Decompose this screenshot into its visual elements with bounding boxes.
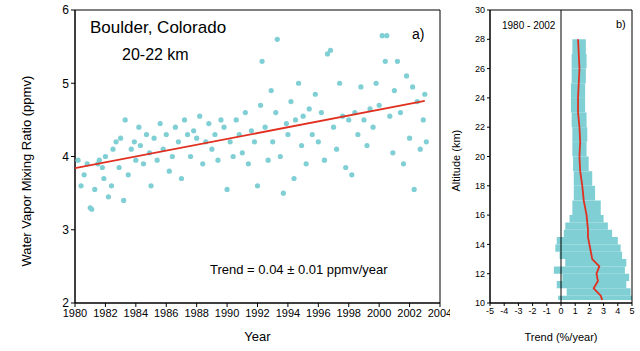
- html-text:b): b): [616, 18, 626, 30]
- svg-text:2004: 2004: [428, 307, 450, 319]
- svg-text:Trend (%/year): Trend (%/year): [525, 331, 598, 343]
- svg-text:16: 16: [475, 210, 485, 220]
- svg-text:1990: 1990: [215, 307, 239, 319]
- svg-text:3: 3: [62, 223, 69, 237]
- svg-text:2000: 2000: [367, 307, 391, 319]
- svg-text:-3: -3: [514, 306, 522, 316]
- svg-text:4: 4: [62, 150, 69, 164]
- svg-text:-2: -2: [529, 306, 537, 316]
- svg-text:1992: 1992: [245, 307, 269, 319]
- svg-text:5: 5: [62, 77, 69, 91]
- svg-text:26: 26: [475, 64, 485, 74]
- svg-text:3: 3: [601, 306, 606, 316]
- svg-text:28: 28: [475, 34, 485, 44]
- svg-text:1: 1: [573, 306, 578, 316]
- html-text:Trend = 0.04 ± 0.01 ppmv/year: Trend = 0.04 ± 0.01 ppmv/year: [210, 262, 388, 277]
- svg-text:1988: 1988: [184, 307, 208, 319]
- html-text:a): a): [412, 26, 425, 42]
- svg-text:Altitude (km): Altitude (km): [450, 130, 462, 192]
- svg-text:18: 18: [475, 181, 485, 191]
- svg-text:1980: 1980: [62, 306, 88, 319]
- svg-text:-1: -1: [543, 306, 551, 316]
- svg-text:-4: -4: [500, 306, 508, 316]
- html-text:20-22 km: 20-22 km: [122, 46, 189, 63]
- svg-text:5: 5: [629, 306, 632, 316]
- svg-text:2: 2: [62, 296, 69, 310]
- svg-text:1996: 1996: [306, 307, 330, 319]
- svg-text:-5: -5: [486, 306, 494, 316]
- svg-text:22: 22: [475, 122, 485, 132]
- svg-text:1998: 1998: [337, 307, 361, 319]
- svg-text:1994: 1994: [276, 307, 300, 319]
- svg-text:24: 24: [475, 93, 485, 103]
- svg-text:0: 0: [558, 306, 563, 316]
- svg-text:Year: Year: [244, 329, 271, 344]
- svg-text:4: 4: [615, 306, 620, 316]
- svg-text:Water Vapor Mixing Ratio (ppmv: Water Vapor Mixing Ratio (ppmv): [19, 76, 34, 267]
- svg-text:1982: 1982: [93, 307, 117, 319]
- svg-text:20: 20: [475, 152, 485, 162]
- svg-text:14: 14: [475, 240, 485, 250]
- html-text:Boulder, Colorado: Boulder, Colorado: [90, 18, 227, 37]
- svg-text:2: 2: [587, 306, 592, 316]
- svg-text:1986: 1986: [154, 307, 178, 319]
- svg-text:6: 6: [62, 3, 69, 17]
- svg-text:2002: 2002: [397, 307, 421, 319]
- html-text:1980 - 2002: 1980 - 2002: [502, 20, 556, 31]
- svg-text:1984: 1984: [124, 307, 148, 319]
- svg-text:30: 30: [475, 5, 485, 15]
- svg-text:12: 12: [475, 269, 485, 279]
- svg-text:10: 10: [475, 298, 485, 308]
